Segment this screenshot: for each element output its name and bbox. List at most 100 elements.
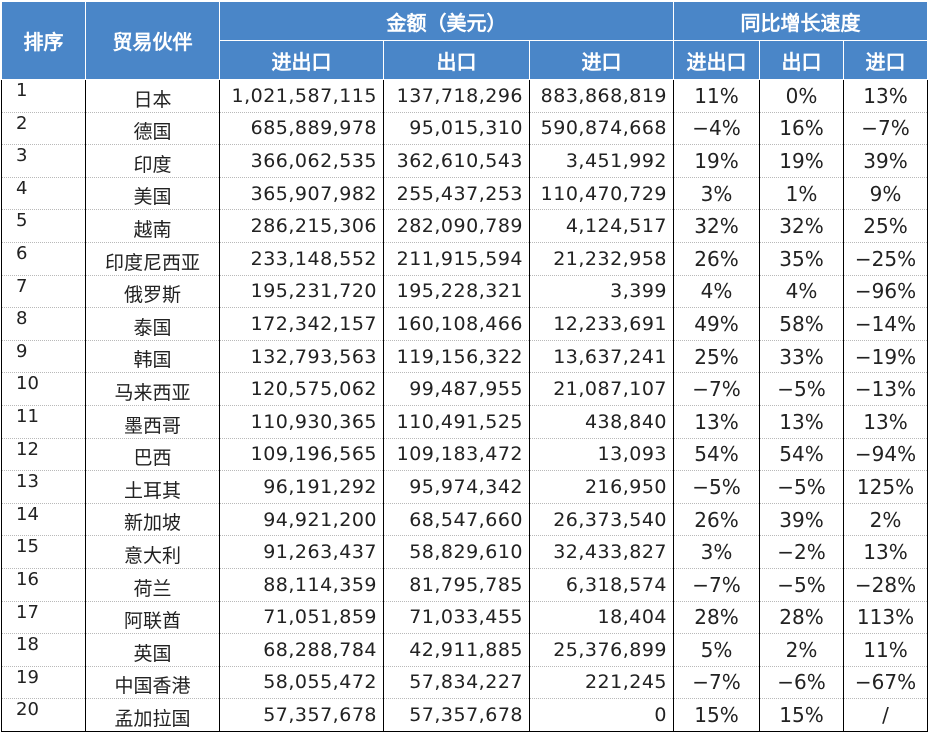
- export-cell: 160,108,466: [383, 307, 530, 341]
- growth-total-cell: 54%: [673, 438, 761, 472]
- growth-total-cell: 13%: [673, 405, 761, 439]
- partner-cell: 土耳其: [85, 470, 220, 504]
- import-cell: 21,232,958: [529, 242, 675, 276]
- growth-total-cell: 49%: [673, 307, 761, 341]
- total-cell: 195,231,720: [219, 275, 384, 309]
- rank-cell: 10: [1, 372, 86, 406]
- partner-cell: 美国: [85, 177, 220, 211]
- growth-total-cell: −7%: [673, 372, 761, 406]
- partner-cell: 意大利: [85, 535, 220, 569]
- export-cell: 68,547,660: [383, 503, 530, 537]
- growth-import-cell: 2%: [843, 503, 928, 537]
- rank-cell: 9: [1, 340, 86, 374]
- export-cell: 211,915,594: [383, 242, 530, 276]
- rank-cell: 20: [1, 698, 86, 732]
- growth-export-cell: 39%: [759, 503, 845, 537]
- growth-import-cell: 9%: [843, 177, 928, 211]
- table-row: 4 美国 365,907,982 255,437,253 110,470,729 3% 1%…: [1, 177, 928, 211]
- growth-export-cell: 0%: [759, 79, 845, 113]
- growth-export-cell: −5%: [759, 372, 845, 406]
- export-cell: 195,228,321: [383, 275, 530, 309]
- import-cell: 3,399: [529, 275, 675, 309]
- export-cell: 255,437,253: [383, 177, 530, 211]
- export-cell: 109,183,472: [383, 438, 530, 472]
- partner-cell: 俄罗斯: [85, 275, 220, 309]
- growth-total-cell: 15%: [673, 698, 761, 732]
- total-cell: 71,051,859: [219, 601, 384, 635]
- import-cell: 25,376,899: [529, 633, 675, 667]
- table-row: 20 孟加拉国 57,357,678 57,357,678 0 15% 15% /: [1, 698, 928, 732]
- rank-cell: 13: [1, 470, 86, 504]
- growth-total-cell: 25%: [673, 340, 761, 374]
- rank-cell: 2: [1, 112, 86, 146]
- total-cell: 365,907,982: [219, 177, 384, 211]
- export-cell: 137,718,296: [383, 79, 530, 113]
- growth-import-cell: 25%: [843, 209, 928, 243]
- growth-import-cell: −94%: [843, 438, 928, 472]
- growth-total-cell: 19%: [673, 144, 761, 178]
- rank-cell: 5: [1, 209, 86, 243]
- table-row: 16 荷兰 88,114,359 81,795,785 6,318,574 −7% −5% −…: [1, 568, 928, 602]
- growth-import-cell: 125%: [843, 470, 928, 504]
- growth-export-cell: 54%: [759, 438, 845, 472]
- growth-export-cell: 13%: [759, 405, 845, 439]
- table-row: 10 马来西亚 120,575,062 99,487,955 21,087,107 −7%…: [1, 372, 928, 406]
- import-cell: 26,373,540: [529, 503, 675, 537]
- table-row: 9 韩国 132,793,563 119,156,322 13,637,241 25% 33…: [1, 340, 928, 374]
- table-row: 17 阿联酋 71,051,859 71,033,455 18,404 28% 28% 113…: [1, 601, 928, 635]
- import-cell: 21,087,107: [529, 372, 675, 406]
- total-cell: 1,021,587,115: [219, 79, 384, 113]
- growth-import-cell: 13%: [843, 535, 928, 569]
- total-cell: 109,196,565: [219, 438, 384, 472]
- total-cell: 286,215,306: [219, 209, 384, 243]
- total-cell: 58,055,472: [219, 666, 384, 700]
- export-cell: 95,974,342: [383, 470, 530, 504]
- import-cell: 590,874,668: [529, 112, 675, 146]
- total-cell: 57,357,678: [219, 698, 384, 732]
- growth-export-cell: 58%: [759, 307, 845, 341]
- rank-cell: 7: [1, 275, 86, 309]
- header-rank: 排序: [1, 1, 86, 80]
- growth-total-cell: −5%: [673, 470, 761, 504]
- partner-cell: 新加坡: [85, 503, 220, 537]
- partner-cell: 巴西: [85, 438, 220, 472]
- partner-cell: 韩国: [85, 340, 220, 374]
- table-row: 11 墨西哥 110,930,365 110,491,525 438,840 13% 13%…: [1, 405, 928, 439]
- growth-export-cell: 28%: [759, 601, 845, 635]
- import-cell: 110,470,729: [529, 177, 675, 211]
- growth-import-cell: /: [843, 698, 928, 732]
- growth-total-cell: 28%: [673, 601, 761, 635]
- import-cell: 216,950: [529, 470, 675, 504]
- growth-import-cell: 13%: [843, 405, 928, 439]
- rank-cell: 19: [1, 666, 86, 700]
- total-cell: 685,889,978: [219, 112, 384, 146]
- growth-import-cell: 13%: [843, 79, 928, 113]
- export-cell: 99,487,955: [383, 372, 530, 406]
- growth-total-cell: −7%: [673, 568, 761, 602]
- table-body: 1 日本 1,021,587,115 137,718,296 883,868,819 11…: [1, 79, 928, 732]
- partner-cell: 墨西哥: [85, 405, 220, 439]
- growth-total-cell: 5%: [673, 633, 761, 667]
- header-import: 进口: [528, 40, 675, 80]
- total-cell: 88,114,359: [219, 568, 384, 602]
- export-cell: 57,357,678: [383, 698, 530, 732]
- import-cell: 13,093: [529, 438, 675, 472]
- growth-import-cell: −67%: [843, 666, 928, 700]
- export-cell: 71,033,455: [383, 601, 530, 635]
- table-row: 18 英国 68,288,784 42,911,885 25,376,899 5% 2% 11…: [1, 633, 928, 667]
- rank-cell: 15: [1, 535, 86, 569]
- partner-cell: 德国: [85, 112, 220, 146]
- rank-cell: 6: [1, 242, 86, 276]
- growth-total-cell: 3%: [673, 177, 761, 211]
- header-partner: 贸易伙伴: [85, 1, 220, 80]
- growth-total-cell: 11%: [673, 79, 761, 113]
- growth-export-cell: 1%: [759, 177, 845, 211]
- partner-cell: 日本: [85, 79, 220, 113]
- total-cell: 96,191,292: [219, 470, 384, 504]
- header-amount-group: 金额（美元）: [218, 1, 675, 41]
- header-growth-total: 进出口: [673, 40, 761, 80]
- growth-import-cell: −25%: [843, 242, 928, 276]
- total-cell: 132,793,563: [219, 340, 384, 374]
- growth-import-cell: 11%: [843, 633, 928, 667]
